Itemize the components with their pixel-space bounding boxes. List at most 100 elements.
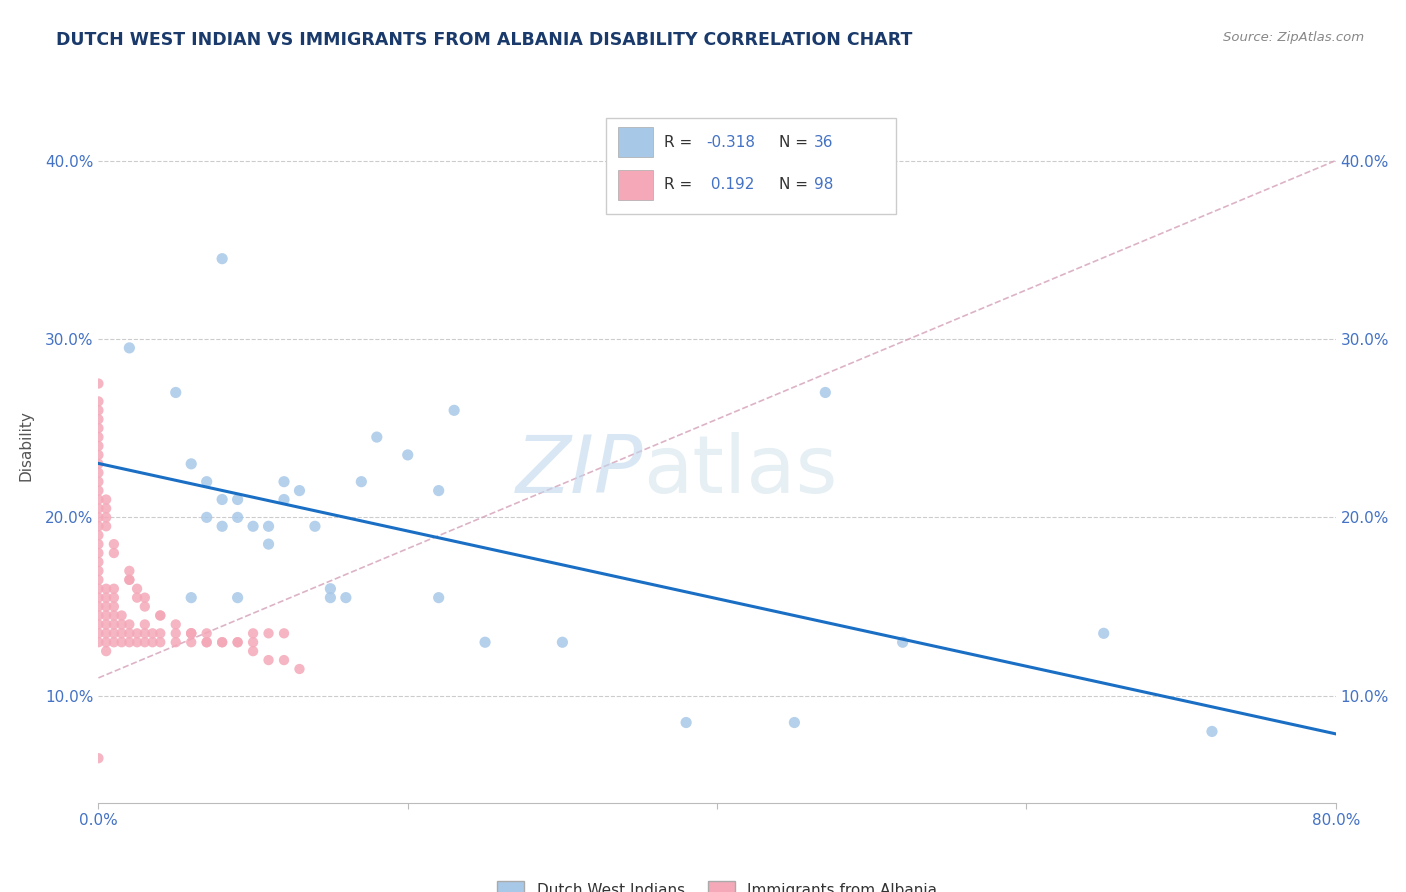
Point	[165, 626, 187, 640]
Point	[783, 715, 806, 730]
Text: R =: R =	[664, 178, 697, 193]
Point	[87, 501, 110, 516]
Point	[118, 564, 141, 578]
Point	[87, 626, 110, 640]
Point	[180, 635, 202, 649]
Point	[134, 591, 156, 605]
Text: atlas: atlas	[643, 432, 837, 510]
Point	[180, 626, 202, 640]
Point	[87, 403, 110, 417]
Point	[118, 341, 141, 355]
Point	[149, 608, 172, 623]
Point	[96, 599, 118, 614]
Point	[111, 608, 134, 623]
Point	[134, 626, 156, 640]
Point	[87, 439, 110, 453]
Point	[257, 537, 280, 551]
Point	[474, 635, 496, 649]
Point	[226, 635, 249, 649]
Point	[118, 626, 141, 640]
Point	[96, 492, 118, 507]
Point	[195, 635, 218, 649]
Point	[304, 519, 326, 533]
Point	[242, 519, 264, 533]
Point	[257, 653, 280, 667]
Point	[87, 394, 110, 409]
Point	[1092, 626, 1115, 640]
Point	[96, 617, 118, 632]
Point	[366, 430, 388, 444]
Point	[226, 591, 249, 605]
Text: 98: 98	[814, 178, 832, 193]
Point	[273, 653, 295, 667]
Point	[103, 546, 125, 560]
Point	[443, 403, 465, 417]
Point	[87, 546, 110, 560]
Text: 36: 36	[814, 135, 834, 150]
Point	[111, 617, 134, 632]
Point	[127, 635, 149, 649]
Text: -0.318: -0.318	[706, 135, 755, 150]
Point	[103, 617, 125, 632]
Point	[87, 751, 110, 765]
Point	[273, 492, 295, 507]
Point	[195, 626, 218, 640]
Point	[288, 662, 311, 676]
Point	[127, 591, 149, 605]
Point	[319, 582, 342, 596]
Point	[180, 457, 202, 471]
Point	[96, 591, 118, 605]
Point	[257, 519, 280, 533]
Point	[87, 466, 110, 480]
Point	[87, 421, 110, 435]
Point	[87, 564, 110, 578]
Text: N =: N =	[779, 178, 813, 193]
Point	[319, 591, 342, 605]
Point	[96, 608, 118, 623]
Point	[134, 599, 156, 614]
Point	[273, 475, 295, 489]
Point	[427, 483, 450, 498]
Point	[891, 635, 914, 649]
Text: N =: N =	[779, 135, 813, 150]
Point	[211, 492, 233, 507]
Point	[96, 626, 118, 640]
Point	[87, 430, 110, 444]
Point	[165, 617, 187, 632]
Point	[127, 582, 149, 596]
Point	[226, 635, 249, 649]
Point	[427, 591, 450, 605]
Point	[87, 582, 110, 596]
Point	[103, 599, 125, 614]
Point	[211, 635, 233, 649]
Point	[118, 573, 141, 587]
Point	[273, 626, 295, 640]
Point	[165, 635, 187, 649]
Point	[87, 608, 110, 623]
Point	[149, 635, 172, 649]
Point	[551, 635, 574, 649]
Point	[111, 635, 134, 649]
Point	[350, 475, 373, 489]
Point	[226, 492, 249, 507]
Point	[142, 635, 165, 649]
Point	[149, 608, 172, 623]
Legend: Dutch West Indians, Immigrants from Albania: Dutch West Indians, Immigrants from Alba…	[491, 875, 943, 892]
Text: ZIP: ZIP	[516, 432, 643, 510]
Point	[103, 591, 125, 605]
Point	[118, 573, 141, 587]
Point	[103, 537, 125, 551]
Point	[87, 537, 110, 551]
Point	[814, 385, 837, 400]
Point	[87, 483, 110, 498]
Point	[211, 635, 233, 649]
Point	[87, 635, 110, 649]
Point	[165, 385, 187, 400]
Point	[87, 617, 110, 632]
Point	[118, 635, 141, 649]
Point	[87, 475, 110, 489]
Point	[134, 635, 156, 649]
Point	[96, 510, 118, 524]
Point	[226, 510, 249, 524]
Point	[96, 519, 118, 533]
